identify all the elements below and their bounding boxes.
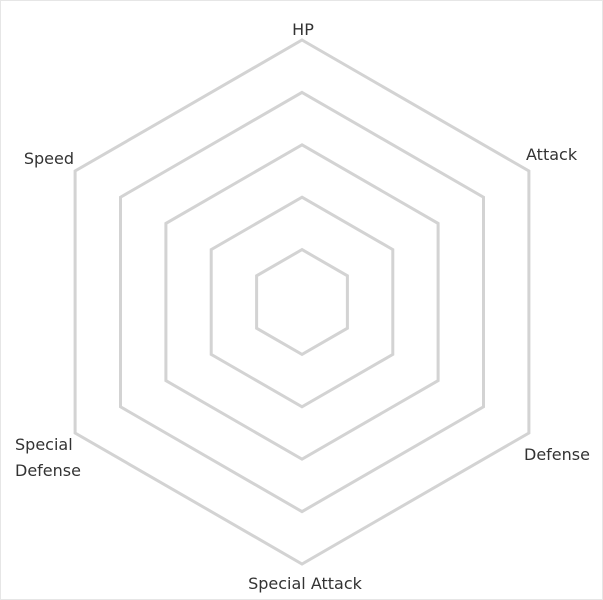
axis-label-line: Attack bbox=[526, 145, 578, 164]
axis-label-attack: Attack bbox=[526, 145, 578, 164]
axis-label-line: Speed bbox=[24, 149, 74, 168]
grid-ring-3 bbox=[164, 143, 440, 461]
axis-label-line: Defense bbox=[524, 445, 590, 464]
axis-label-line: HP bbox=[292, 20, 314, 39]
axis-label-line: Special Attack bbox=[248, 574, 363, 593]
axis-labels: HP Attack Defense Special Attack Special Defe… bbox=[15, 20, 590, 593]
axis-label-line: Special bbox=[15, 435, 73, 454]
axis-label-special-attack: Special Attack bbox=[248, 574, 363, 593]
grid-ring-2 bbox=[209, 195, 395, 409]
axis-label-line: Defense bbox=[15, 461, 81, 480]
grid-ring-4 bbox=[119, 90, 485, 514]
axis-label-special-defense: Special Defense bbox=[15, 435, 81, 480]
grid-ring-5 bbox=[73, 38, 531, 566]
grid-rings bbox=[73, 38, 531, 566]
grid-ring-1 bbox=[255, 247, 349, 357]
axis-label-speed: Speed bbox=[24, 149, 74, 168]
axis-label-hp: HP bbox=[292, 20, 314, 39]
axis-label-defense: Defense bbox=[524, 445, 590, 464]
